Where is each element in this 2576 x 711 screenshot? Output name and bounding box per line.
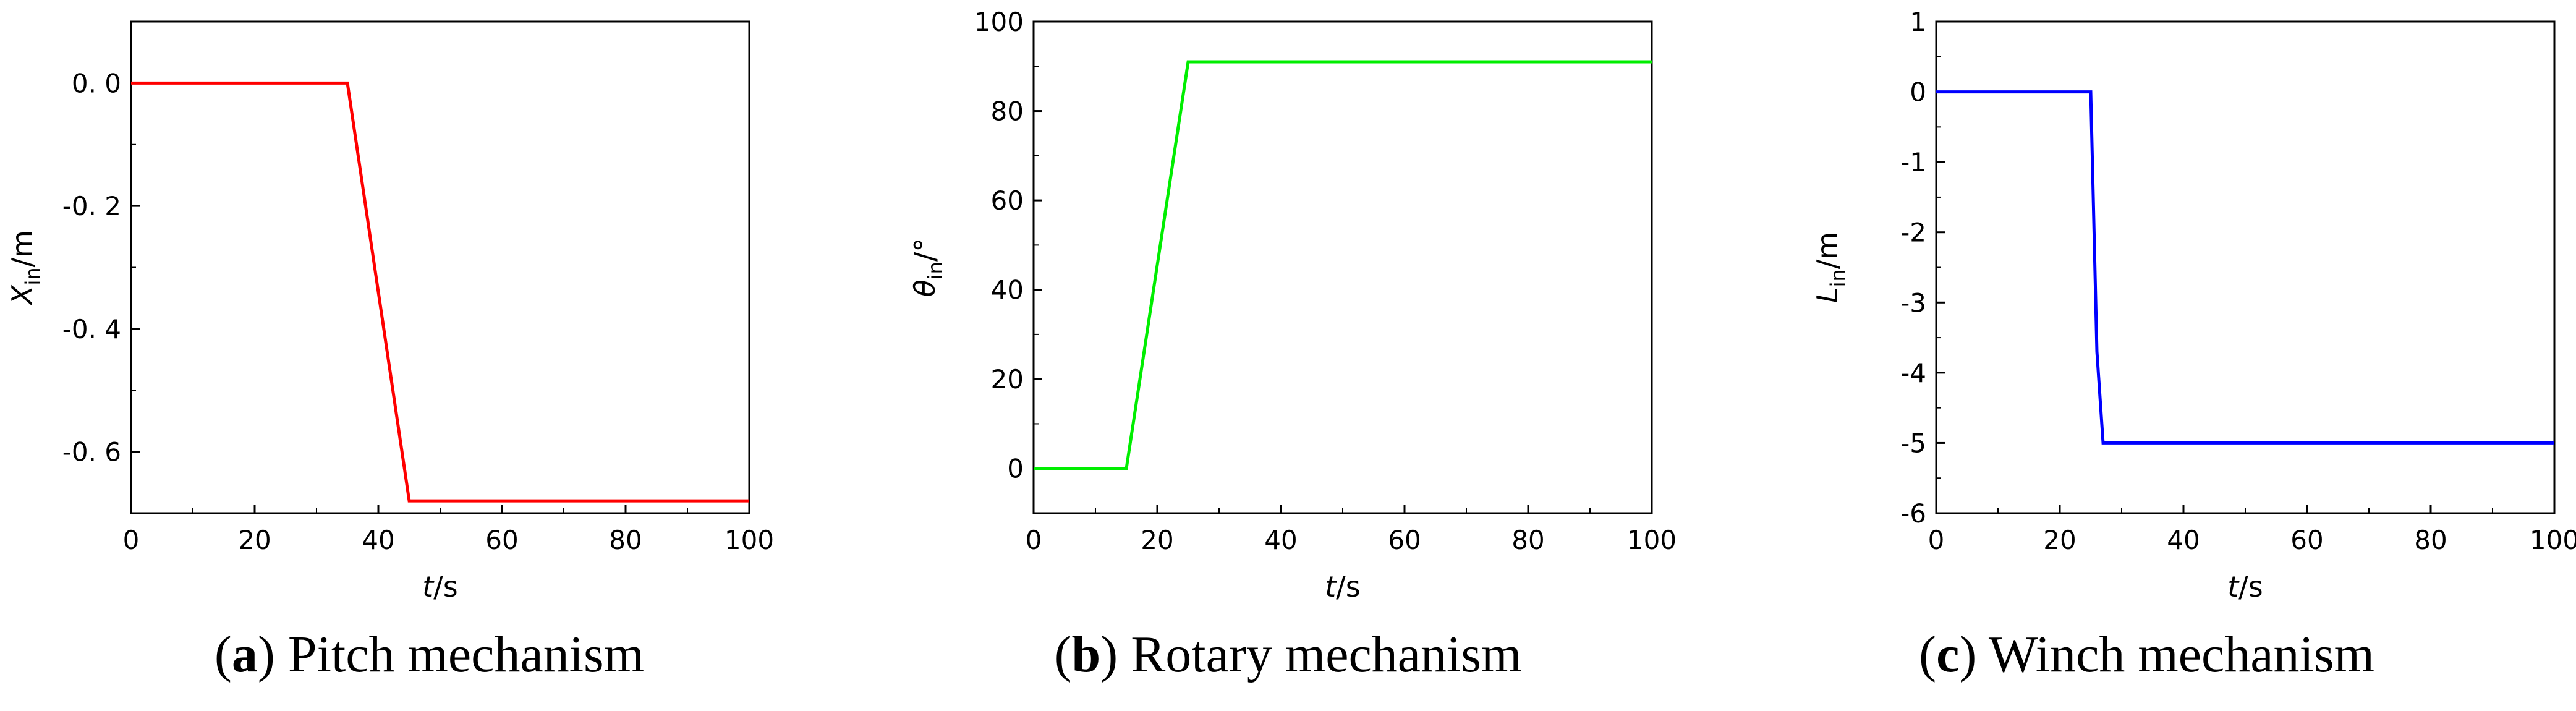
caption-a: (a) Pitch mechanism <box>214 626 645 683</box>
x-tick-label-c-3: 60 <box>2290 525 2323 555</box>
y-tick-label-c-3: -2 <box>1900 218 1926 248</box>
y-tick-label-c-7: -6 <box>1900 498 1926 529</box>
x-axis-label-b: t/s <box>1325 570 1361 603</box>
series-line-b-0 <box>1034 60 1652 470</box>
y-tick-label-c-4: -3 <box>1900 287 1926 318</box>
y-tick-label-a-3: -0. 6 <box>62 437 121 467</box>
chart-panel-a: 0 20 40 60 80 100 0. 0 -0. 2 -0. 4 -0. 6 t/s Xin/m <box>6 20 774 603</box>
x-tick-label-c-5: 100 <box>2530 525 2576 555</box>
y-tick-label-c-5: -4 <box>1900 358 1926 388</box>
y-tick-label-a-0: 0. 0 <box>72 68 121 98</box>
x-axis-label-c: t/s <box>2227 570 2263 603</box>
plot-frame-b <box>1032 20 1653 514</box>
x-tick-label-c-1: 20 <box>2043 525 2076 555</box>
x-tick-label-b-2: 40 <box>1264 525 1297 555</box>
y-axis-label-a: Xin/m <box>6 230 45 306</box>
x-tick-label-c-4: 80 <box>2414 525 2447 555</box>
caption-a-text: Pitch mechanism <box>287 626 645 683</box>
x-tick-label-b-4: 80 <box>1511 525 1544 555</box>
plot-frame-a <box>130 20 750 514</box>
caption-b-text: Rotary mechanism <box>1131 626 1522 683</box>
series-line-c-0 <box>1936 90 2554 445</box>
x-tick-label-b-0: 0 <box>1026 525 1042 555</box>
y-tick-label-a-2: -0. 4 <box>62 314 121 344</box>
x-tick-label-b-3: 60 <box>1388 525 1421 555</box>
plot-frame-c <box>1935 20 2556 514</box>
x-tick-label-a-2: 40 <box>362 525 394 555</box>
y-axis-label-c: Lin/m <box>1811 232 1850 303</box>
series-line-a-0 <box>131 81 749 503</box>
x-axis-label-a: t/s <box>422 570 458 603</box>
caption-c-letter: c <box>1936 626 1960 683</box>
caption-c-text: Winch mechanism <box>1988 626 2374 683</box>
y-tick-label-c-1: 0 <box>1910 77 1926 108</box>
chart-panel-b: 0 20 40 60 80 100 0 20 40 60 80 100 t/s θin/° <box>908 7 1677 603</box>
caption-a-letter: a <box>231 626 258 683</box>
x-tick-label-a-1: 20 <box>238 525 271 555</box>
x-tick-label-b-5: 100 <box>1627 525 1677 555</box>
caption-c: (c) Winch mechanism <box>1919 626 2374 683</box>
y-tick-label-b-0: 0 <box>1007 454 1024 484</box>
chart-panel-c: 0 20 40 60 80 100 1 0 -1 -2 -3 -4 -5 -6 t/s Lin/m <box>1811 7 2576 603</box>
x-tick-label-a-3: 60 <box>485 525 518 555</box>
y-tick-label-b-4: 80 <box>991 96 1024 127</box>
y-tick-label-b-3: 60 <box>991 185 1024 216</box>
y-axis-label-b: θin/° <box>908 238 947 297</box>
y-tick-label-b-1: 20 <box>991 364 1024 394</box>
y-tick-label-c-2: -1 <box>1900 147 1926 177</box>
y-tick-label-b-2: 40 <box>991 275 1024 305</box>
x-tick-label-a-5: 100 <box>725 525 774 555</box>
y-tick-label-b-5: 100 <box>974 7 1024 37</box>
x-tick-label-c-0: 0 <box>1928 525 1945 555</box>
x-tick-label-a-4: 80 <box>609 525 642 555</box>
y-tick-label-c-0: 1 <box>1910 7 1926 37</box>
y-tick-label-a-1: -0. 2 <box>62 191 121 221</box>
x-tick-label-c-2: 40 <box>2167 525 2200 555</box>
x-tick-label-b-1: 20 <box>1141 525 1173 555</box>
caption-b: (b) Rotary mechanism <box>1054 626 1522 683</box>
caption-b-letter: b <box>1071 626 1101 683</box>
x-tick-label-a-0: 0 <box>123 525 140 555</box>
y-tick-label-c-6: -5 <box>1900 428 1926 458</box>
